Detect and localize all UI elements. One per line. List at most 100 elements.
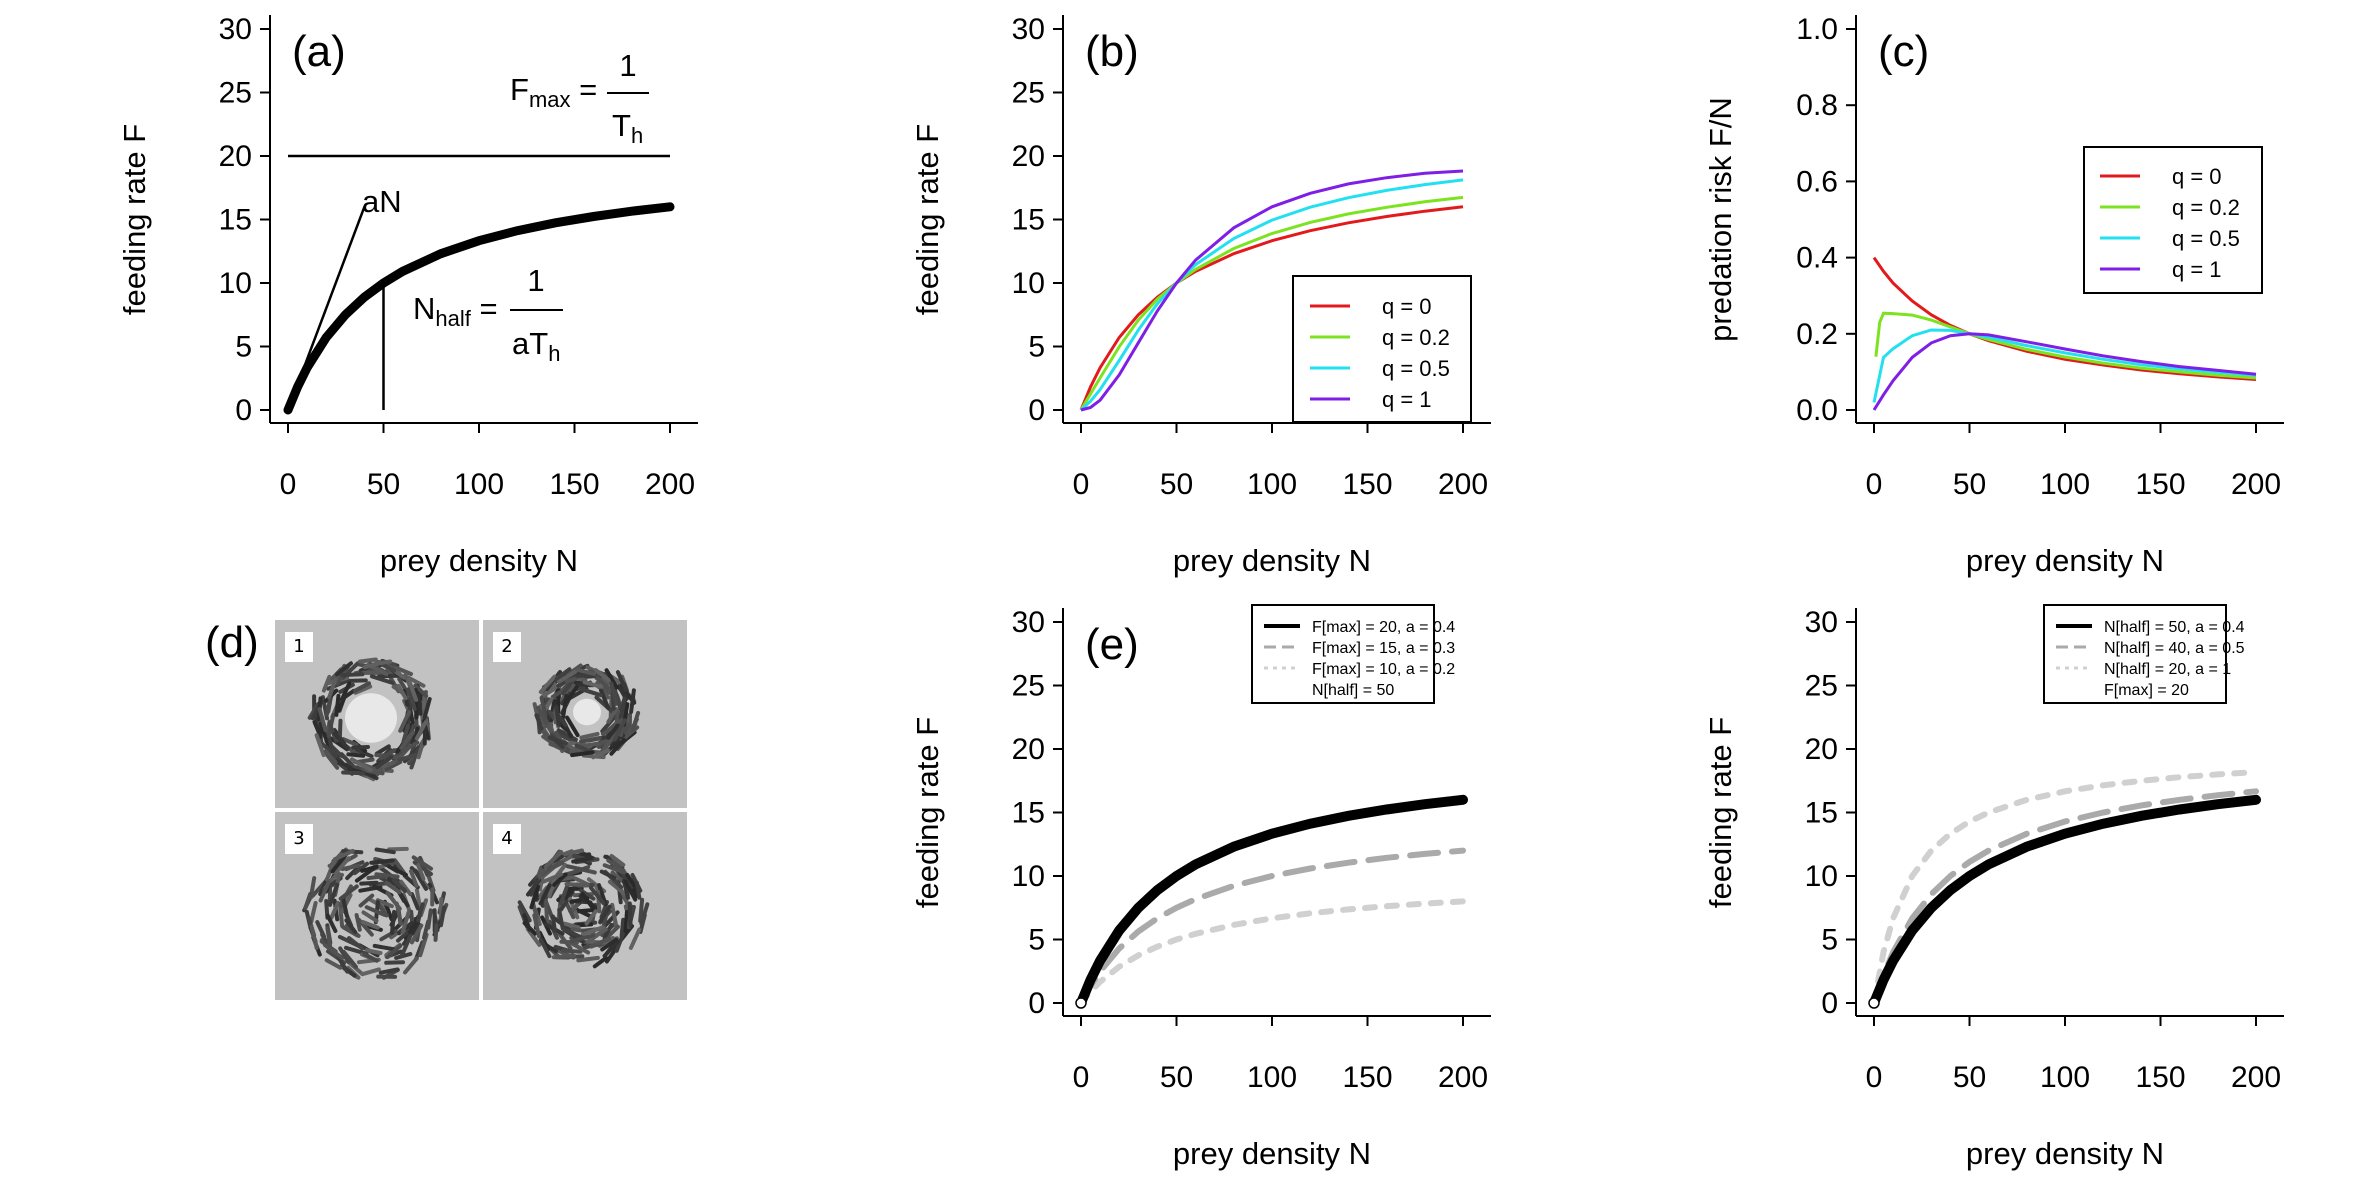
y-tick-label: 25 xyxy=(219,77,252,110)
series-line xyxy=(1078,847,1466,1006)
fish-mark xyxy=(334,693,341,717)
y-tick-label: 10 xyxy=(1012,860,1045,893)
fish-mark xyxy=(399,879,413,896)
fish-mark xyxy=(303,891,313,911)
legend-box xyxy=(1251,604,1435,704)
fish-mark xyxy=(564,882,590,888)
fish-mark xyxy=(414,720,428,741)
fish-mark xyxy=(325,926,332,948)
y-tick-label: 0 xyxy=(1028,987,1045,1020)
fish-mark xyxy=(318,876,330,897)
fish-mark xyxy=(330,852,348,874)
fish-school-image xyxy=(532,663,641,760)
fish-mark xyxy=(406,687,417,712)
fish-mark xyxy=(362,952,379,963)
photo-tile: 3 xyxy=(275,812,479,1000)
fish-mark xyxy=(587,927,608,942)
fish-mark xyxy=(629,688,636,714)
fish-mark xyxy=(413,683,429,698)
panel-label: (b) xyxy=(1085,27,1139,76)
fish-mark xyxy=(562,921,581,930)
fish-mark xyxy=(321,674,332,693)
fish-mark xyxy=(536,705,549,726)
fish-mark xyxy=(517,900,532,923)
fmax-eq: = xyxy=(571,72,598,107)
fish-mark xyxy=(589,885,606,906)
fish-mark xyxy=(570,933,595,943)
legend-label: q = 0 xyxy=(2172,164,2222,189)
x-tick-label: 0 xyxy=(1073,1061,1090,1094)
nhalf-sub: half xyxy=(435,306,471,331)
fish-mark xyxy=(358,893,375,908)
fish-mark xyxy=(384,960,405,965)
fish-mark xyxy=(599,869,617,880)
fish-mark xyxy=(314,733,326,758)
fish-mark xyxy=(559,848,584,858)
fish-mark xyxy=(353,684,373,695)
x-tick-label: 50 xyxy=(1160,1061,1193,1094)
x-tick-label: 50 xyxy=(1953,1061,1986,1094)
y-tick-label: 0.6 xyxy=(1796,165,1838,198)
fish-mark xyxy=(416,902,425,923)
fmax-main: F xyxy=(510,72,529,107)
fish-mark xyxy=(615,670,628,692)
fish-mark xyxy=(323,943,345,960)
fish-mark xyxy=(352,861,370,876)
x-tick-label: 100 xyxy=(2040,1061,2090,1094)
panel-label: (a) xyxy=(292,27,346,76)
fish-mark xyxy=(570,750,595,758)
fish-mark xyxy=(576,955,600,963)
fish-mark xyxy=(607,879,627,896)
x-tick-label: 0 xyxy=(1866,468,1883,501)
fish-mark xyxy=(606,707,619,724)
fish-school-image xyxy=(517,848,650,969)
fish-mark xyxy=(557,908,565,931)
y-tick-label: 15 xyxy=(1012,797,1045,830)
y-tick-label: 5 xyxy=(1821,924,1838,957)
series-line xyxy=(1076,794,1468,1008)
fish-mark xyxy=(329,748,347,760)
y-tick-label: 15 xyxy=(219,204,252,237)
x-tick-label: 150 xyxy=(1342,468,1392,501)
nhalf-main: N xyxy=(413,291,435,326)
fish-mark xyxy=(556,728,578,742)
fish-mark xyxy=(364,948,383,955)
fish-mark xyxy=(538,674,557,694)
fish-mark xyxy=(400,934,413,957)
fish-mark xyxy=(339,688,356,702)
fish-mark xyxy=(385,943,403,959)
legend-box xyxy=(2043,604,2227,704)
fish-mark xyxy=(338,884,359,901)
fish-mark xyxy=(439,905,447,928)
panel-4: 0 5 10 15 20 25 30 0 50 100 150 200 prey density N fe… xyxy=(910,604,1491,1171)
fish-mark xyxy=(350,757,373,772)
fish-mark xyxy=(328,736,350,752)
fish-mark xyxy=(397,677,410,696)
fish-mark xyxy=(552,872,568,887)
legend-label: q = 0.5 xyxy=(1382,356,1450,381)
tile-number: 1 xyxy=(285,632,313,662)
fish-mark xyxy=(337,934,361,948)
fish-mark xyxy=(401,740,420,753)
fish-mark xyxy=(335,661,353,677)
series-line xyxy=(1080,169,1464,412)
legend-label: q = 1 xyxy=(2172,257,2222,282)
fish-school xyxy=(532,663,641,760)
fish-mark xyxy=(561,926,585,940)
fish-mark xyxy=(386,864,408,877)
x-tick-label: 0 xyxy=(280,468,297,501)
y-axis-label: feeding rate F xyxy=(117,124,152,315)
panel-2: 0.0 0.2 0.4 0.6 0.8 1.0 0 50 100 150 200 prey densi… xyxy=(1703,13,2284,578)
fish-mark xyxy=(600,937,619,952)
fish-mark xyxy=(392,878,407,894)
x-axis-label: prey density N xyxy=(1966,1136,2164,1171)
fish-mark xyxy=(561,678,575,696)
fish-mark xyxy=(544,899,550,925)
x-tick-label: 0 xyxy=(1073,468,1090,501)
fish-mark xyxy=(332,731,350,751)
fmax-numerator: 1 xyxy=(619,48,636,83)
fish-mark xyxy=(554,667,572,681)
fish-mark xyxy=(557,669,578,684)
y-axis-label: feeding rate F xyxy=(1703,717,1738,908)
panel-0: 0 5 10 15 20 25 30 0 50 100 150 200 prey density N fe… xyxy=(117,13,698,578)
